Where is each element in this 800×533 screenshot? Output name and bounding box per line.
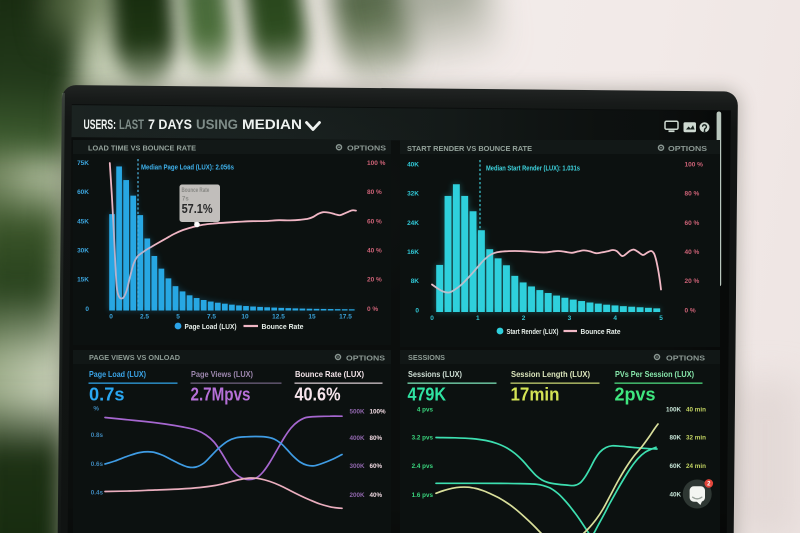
svg-text:32K: 32K (407, 191, 419, 198)
svg-text:30K: 30K (77, 248, 89, 255)
svg-text:Start Render (LUX): Start Render (LUX) (507, 329, 559, 336)
svg-text:0 %: 0 % (685, 307, 696, 314)
svg-text:100K: 100K (666, 407, 682, 414)
svg-text:Median Page Load (LUX): 2.056s: Median Page Load (LUX): 2.056s (141, 163, 234, 172)
svg-text:40 min: 40 min (686, 407, 706, 414)
svg-text:7 DAYS: 7 DAYS (148, 116, 192, 132)
svg-text:USERS:: USERS: (84, 116, 117, 132)
svg-text:LOAD TIME VS BOUNCE RATE: LOAD TIME VS BOUNCE RATE (88, 144, 196, 153)
svg-text:20 %: 20 % (685, 278, 700, 285)
svg-text:2.4 pvs: 2.4 pvs (412, 463, 434, 470)
svg-text:17min: 17min (511, 384, 560, 404)
svg-text:USING: USING (196, 116, 238, 132)
svg-text:3: 3 (568, 315, 572, 322)
svg-text:500K: 500K (349, 408, 365, 415)
svg-text:Sessions (LUX): Sessions (LUX) (408, 369, 462, 379)
svg-text:OPTIONS: OPTIONS (666, 354, 705, 363)
svg-text:LAST: LAST (119, 116, 144, 132)
svg-text:60K: 60K (669, 463, 681, 470)
svg-text:Median Start Render (LUX): 1.0: Median Start Render (LUX): 1.031s (486, 164, 580, 173)
svg-text:300K: 300K (349, 463, 365, 470)
svg-text:100 %: 100 % (685, 161, 704, 168)
svg-text:40 %: 40 % (367, 248, 382, 255)
svg-text:7.5: 7.5 (207, 314, 216, 321)
svg-text:0: 0 (85, 306, 89, 313)
svg-text:100 %: 100 % (367, 160, 386, 167)
svg-text:0.7s: 0.7s (89, 384, 125, 404)
svg-text:5: 5 (659, 315, 663, 322)
svg-text:16K: 16K (407, 249, 419, 256)
svg-text:7s: 7s (182, 196, 189, 202)
svg-text:15K: 15K (77, 277, 89, 284)
svg-text:80K: 80K (669, 435, 681, 442)
svg-text:80%: 80% (370, 435, 383, 442)
svg-text:60 %: 60 % (685, 220, 700, 227)
svg-text:0: 0 (109, 314, 113, 321)
svg-text:OPTIONS: OPTIONS (347, 144, 386, 153)
svg-text:40 %: 40 % (685, 249, 700, 256)
svg-text:200K: 200K (349, 492, 365, 499)
svg-text:80 %: 80 % (685, 191, 700, 198)
svg-text:5: 5 (176, 314, 180, 321)
svg-text:PAGE VIEWS VS ONLOAD: PAGE VIEWS VS ONLOAD (89, 353, 181, 362)
svg-text:20 %: 20 % (367, 277, 382, 284)
svg-text:2.7Mpvs: 2.7Mpvs (191, 384, 251, 404)
svg-text:12.5: 12.5 (272, 314, 285, 321)
svg-text:15: 15 (308, 314, 316, 321)
svg-text:45K: 45K (77, 218, 89, 225)
svg-text:3.2 pvs: 3.2 pvs (412, 435, 434, 442)
svg-text:75K: 75K (77, 160, 89, 167)
svg-text:40K: 40K (669, 492, 681, 499)
svg-text:17.5: 17.5 (339, 314, 352, 321)
svg-text:MEDIAN: MEDIAN (242, 116, 302, 132)
svg-text:40%: 40% (370, 492, 383, 499)
svg-text:479K: 479K (408, 384, 447, 404)
svg-text:%: % (93, 406, 99, 413)
svg-text:2: 2 (707, 482, 711, 488)
svg-text:Page Load (LUX): Page Load (LUX) (185, 324, 237, 331)
svg-text:57.1%: 57.1% (182, 201, 213, 216)
svg-text:24 min: 24 min (686, 463, 706, 470)
svg-text:OPTIONS: OPTIONS (668, 144, 707, 153)
svg-text:Bounce Rate: Bounce Rate (262, 324, 304, 331)
svg-text:400K: 400K (349, 435, 365, 442)
svg-text:PVs Per Session (LUX): PVs Per Session (LUX) (615, 369, 694, 379)
svg-text:2.5: 2.5 (140, 314, 149, 321)
svg-text:4: 4 (613, 315, 617, 322)
svg-text:0 %: 0 % (367, 306, 378, 313)
svg-text:80 %: 80 % (367, 189, 382, 196)
svg-text:2: 2 (522, 315, 526, 322)
svg-text:1: 1 (476, 315, 480, 322)
svg-text:2pvs: 2pvs (615, 384, 656, 404)
svg-text:1.6 pvs: 1.6 pvs (412, 492, 434, 499)
svg-text:Bounce Rate (LUX): Bounce Rate (LUX) (295, 369, 364, 379)
svg-text:40.6%: 40.6% (295, 384, 341, 404)
svg-text:60K: 60K (77, 189, 89, 196)
svg-text:SESSIONS: SESSIONS (408, 353, 445, 362)
svg-text:0.4s: 0.4s (91, 490, 104, 497)
svg-text:Bounce Rate: Bounce Rate (182, 188, 210, 194)
svg-text:START RENDER VS BOUNCE RATE: START RENDER VS BOUNCE RATE (407, 144, 532, 153)
svg-text:0.6s: 0.6s (91, 461, 104, 468)
svg-text:Page Views (LUX): Page Views (LUX) (191, 369, 253, 379)
svg-text:60%: 60% (370, 463, 383, 470)
svg-text:Bounce Rate: Bounce Rate (581, 329, 621, 336)
svg-text:8K: 8K (411, 278, 420, 285)
svg-text:Page Load (LUX): Page Load (LUX) (89, 369, 146, 379)
svg-text:40K: 40K (407, 161, 419, 168)
svg-text:0: 0 (415, 307, 419, 314)
svg-text:OPTIONS: OPTIONS (346, 354, 385, 363)
svg-text:Session Length (LUX): Session Length (LUX) (511, 369, 590, 379)
svg-text:10: 10 (241, 314, 249, 321)
svg-text:0.8s: 0.8s (91, 432, 104, 439)
svg-text:60 %: 60 % (367, 218, 382, 225)
svg-text:4 pvs: 4 pvs (417, 407, 434, 414)
svg-text:100%: 100% (370, 408, 387, 415)
svg-text:32 min: 32 min (686, 435, 706, 442)
svg-text:0: 0 (430, 315, 434, 322)
svg-text:24K: 24K (407, 220, 419, 227)
